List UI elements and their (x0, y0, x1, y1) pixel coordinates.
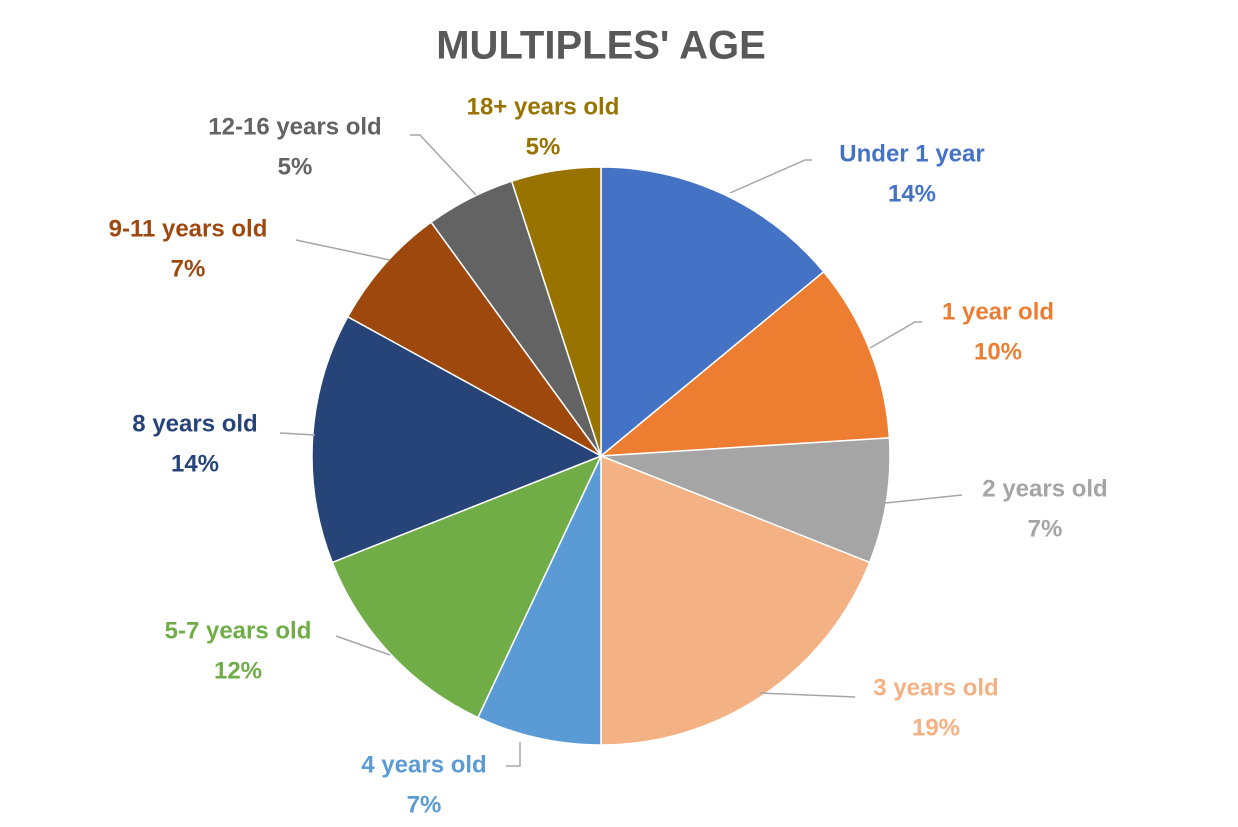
category-label: 8 years old (132, 410, 257, 437)
value-label: 10% (974, 338, 1022, 365)
pie-slice (600, 454, 871, 746)
category-label: 12-16 years old (208, 113, 381, 140)
leader-line (884, 494, 963, 504)
value-label: 7% (407, 791, 442, 818)
value-label: 12% (214, 657, 262, 684)
category-label: 2 years old (982, 475, 1107, 502)
pie-slice (510, 166, 602, 457)
value-label: 14% (171, 450, 219, 477)
leader-line (335, 635, 391, 656)
category-label: 3 years old (873, 674, 998, 701)
pie-slice (476, 455, 602, 746)
value-label: 5% (526, 133, 561, 160)
leader-line (506, 742, 521, 767)
category-label: 5-7 years old (165, 617, 312, 644)
pie-slice (331, 454, 603, 719)
value-label: 7% (171, 255, 206, 282)
category-label: 1 year old (942, 298, 1054, 325)
leader-line (869, 321, 922, 349)
leader-line (295, 239, 391, 261)
chart-title: MULTIPLES' AGE (436, 24, 766, 68)
value-label: 5% (278, 153, 313, 180)
leader-line (279, 432, 316, 436)
leader-line (759, 692, 856, 698)
pie-slice (598, 270, 891, 457)
pie-slice (346, 221, 602, 457)
pie-slice (311, 315, 603, 564)
value-label: 19% (912, 714, 960, 741)
category-label: Under 1 year (839, 140, 984, 167)
value-label: 14% (888, 180, 936, 207)
category-label: 18+ years old (467, 93, 620, 120)
value-label: 7% (1028, 515, 1063, 542)
leader-line (729, 159, 812, 194)
category-label: 9-11 years old (109, 215, 268, 242)
leader-line (410, 134, 477, 196)
pie-slice (600, 166, 825, 458)
category-label: 4 years old (361, 751, 486, 778)
pie-slice (600, 437, 891, 564)
